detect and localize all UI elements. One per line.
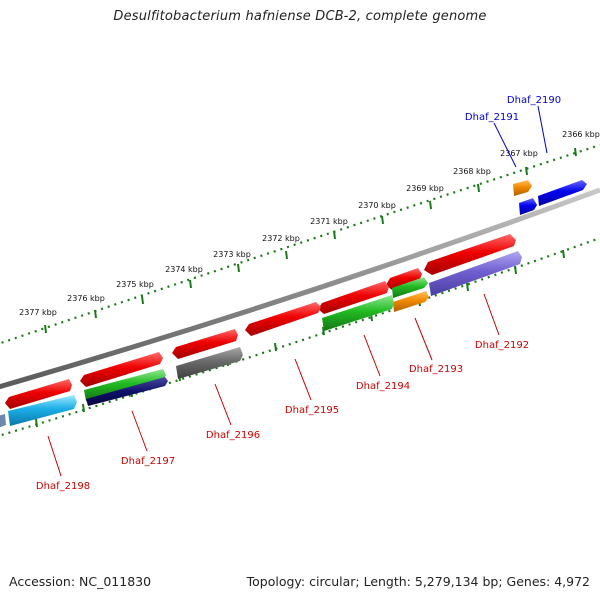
kbp-label: 2371 kbp [310, 217, 348, 226]
genome-summary-text: Topology: circular; Length: 5,279,134 bp… [246, 574, 590, 589]
leader-line [537, 105, 548, 154]
gene-arrow-dhaf-2190[interactable] [538, 180, 587, 206]
tick-mark [189, 279, 192, 289]
gene-label-dhaf-2190[interactable]: Dhaf_2190 [507, 95, 561, 106]
gene-label-dhaf-2192[interactable]: Dhaf_2192 [475, 340, 529, 351]
gene-arrow-dhaf-2191[interactable] [519, 198, 537, 215]
tick-mark [285, 250, 288, 260]
tick-mark [466, 282, 469, 292]
kbp-label: 2367 kbp [500, 149, 538, 158]
gene-arrow-navy[interactable] [86, 377, 168, 406]
gene-label-dhaf-2197[interactable]: Dhaf_2197 [121, 456, 175, 467]
tick-mark [44, 324, 47, 334]
gene-label-dhaf-2195[interactable]: Dhaf_2195 [285, 405, 339, 416]
map-title: Desulfitobacterium hafniense DCB-2, comp… [113, 9, 487, 24]
accession-text: Accession: NC_011830 [9, 574, 152, 589]
tick-mark [562, 249, 565, 259]
gene-arrow-purple[interactable] [429, 251, 522, 296]
kbp-labels: 2366 kbp 2367 kbp 2368 kbp 2369 kbp 2370… [19, 130, 600, 317]
gene-arrow-partial[interactable] [0, 414, 6, 428]
kbp-label: 2375 kbp [116, 280, 154, 289]
gene-arrow-gray[interactable] [176, 347, 243, 379]
tick-mark [574, 147, 577, 157]
kbp-label: 2370 kbp [358, 201, 396, 210]
leader-line [363, 334, 381, 377]
leader-line [131, 410, 148, 452]
tick-mark [237, 263, 240, 273]
reverse-strand-genes [0, 251, 522, 428]
genome-backbone [0, 187, 600, 390]
gene-arrow-dhaf-2193[interactable] [386, 268, 422, 290]
tick-mark [141, 295, 144, 305]
forward-strand-genes [5, 180, 587, 409]
kbp-label: 2376 kbp [67, 294, 105, 303]
gene-arrow-dhaf-2198[interactable] [5, 379, 72, 409]
tick-mark [322, 326, 325, 336]
kbp-label: 2374 kbp [165, 265, 203, 274]
leader-line [47, 435, 62, 477]
leader-line [493, 122, 517, 168]
gene-label-dhaf-2191[interactable]: Dhaf_2191 [465, 112, 519, 123]
gene-labels: Dhaf_2190 Dhaf_2191 Dhaf_2192 Dhaf_2193 … [36, 95, 561, 492]
tick-mark [333, 230, 336, 240]
kbp-label: 2373 kbp [213, 250, 251, 259]
gene-arrow-dhaf-2194[interactable] [318, 281, 389, 314]
tick-mark [381, 215, 384, 225]
tick-mark [35, 418, 38, 428]
gene-label-dhaf-2193[interactable]: Dhaf_2193 [409, 364, 463, 375]
leader-line [414, 317, 433, 361]
gene-arrow-orange[interactable] [393, 291, 429, 312]
tick-mark [477, 183, 480, 193]
gene-label-dhaf-2196[interactable]: Dhaf_2196 [206, 430, 260, 441]
gene-label-dhaf-2194[interactable]: Dhaf_2194 [356, 381, 410, 392]
gene-arrow-green-2197[interactable] [84, 369, 166, 401]
leader-line [294, 358, 312, 401]
kbp-label: 2366 kbp [562, 130, 600, 139]
gene-arrow-dhaf-2197[interactable] [80, 352, 163, 387]
gene-arrow-green-2194[interactable] [392, 277, 428, 298]
kbp-label: 2372 kbp [262, 234, 300, 243]
leader-line [214, 383, 232, 426]
tick-mark [525, 166, 528, 176]
gene-arrow-dhaf-2196[interactable] [172, 329, 238, 359]
tick-mark [429, 200, 432, 210]
gene-arrow-cyan[interactable] [8, 395, 77, 426]
tick-mark [274, 342, 277, 352]
gene-arrow-green[interactable] [322, 295, 394, 331]
leader-line [483, 293, 500, 336]
kbp-label: 2369 kbp [406, 184, 444, 193]
gene-label-dhaf-2198[interactable]: Dhaf_2198 [36, 481, 90, 492]
tick-mark [94, 309, 97, 319]
label-leader-lines [47, 105, 548, 477]
kbp-label: 2377 kbp [19, 308, 57, 317]
tick-mark [82, 403, 85, 413]
gene-arrow-dhaf-2192[interactable] [424, 234, 516, 275]
kbp-label: 2368 kbp [453, 167, 491, 176]
gene-arrow-dhaf-2195[interactable] [245, 302, 321, 336]
tick-mark [514, 265, 517, 275]
gene-arrow-orange-top[interactable] [513, 180, 532, 196]
